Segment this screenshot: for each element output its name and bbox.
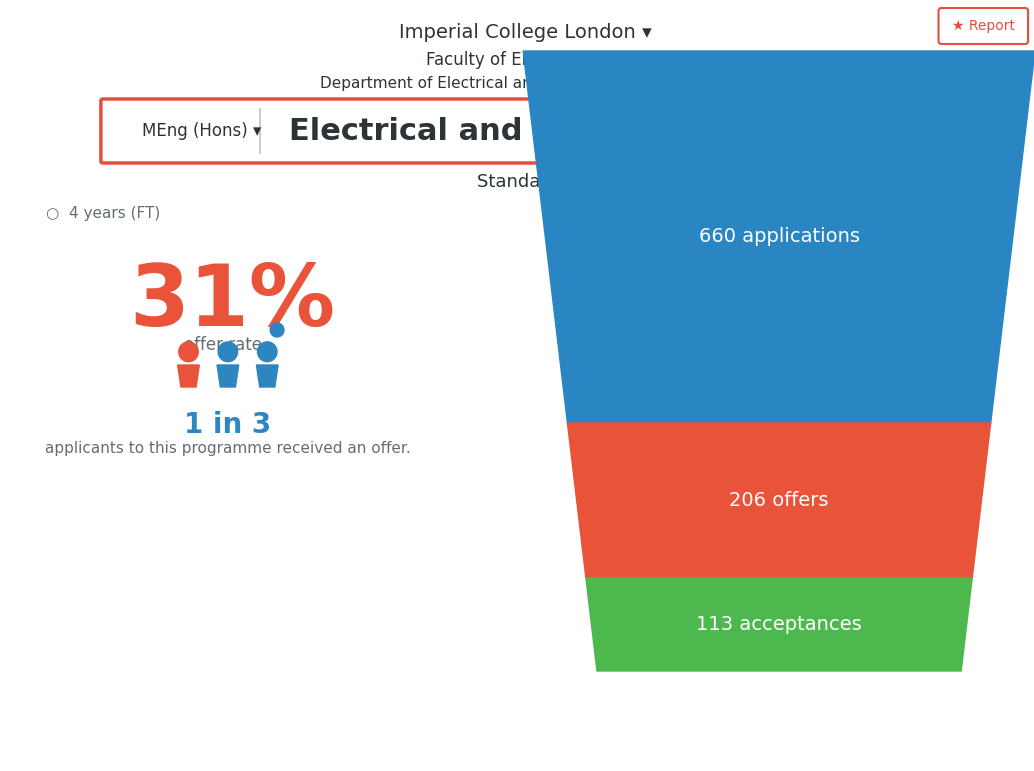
Text: ★ Report: ★ Report bbox=[952, 19, 1014, 33]
Text: ○  4 years (FT): ○ 4 years (FT) bbox=[45, 206, 160, 221]
Text: Electrical and Electronic Engineering: Electrical and Electronic Engineering bbox=[290, 116, 920, 146]
Text: applicants to this programme received an offer.: applicants to this programme received an… bbox=[45, 441, 410, 456]
Polygon shape bbox=[217, 365, 239, 387]
Text: 660 applications: 660 applications bbox=[699, 227, 859, 247]
Circle shape bbox=[270, 323, 284, 337]
FancyBboxPatch shape bbox=[101, 99, 951, 163]
Text: i: i bbox=[275, 325, 279, 335]
Circle shape bbox=[257, 342, 277, 362]
Text: 206 offers: 206 offers bbox=[729, 491, 829, 510]
Circle shape bbox=[218, 342, 238, 362]
Circle shape bbox=[179, 342, 199, 362]
FancyBboxPatch shape bbox=[939, 8, 1028, 44]
Text: 31%: 31% bbox=[129, 261, 336, 344]
Text: MEng (Hons) ▾: MEng (Hons) ▾ bbox=[142, 122, 261, 140]
Text: 113 acceptances: 113 acceptances bbox=[696, 615, 862, 634]
Text: offer rate: offer rate bbox=[184, 336, 262, 354]
Text: Department of Electrical and Electronic Engineering ▾: Department of Electrical and Electronic … bbox=[320, 76, 731, 91]
Text: Faculty of Engineering ▾: Faculty of Engineering ▾ bbox=[426, 51, 625, 69]
Text: Standard ▾: Standard ▾ bbox=[477, 173, 574, 191]
Polygon shape bbox=[256, 365, 278, 387]
Polygon shape bbox=[586, 578, 972, 671]
Text: Imperial College London ▾: Imperial College London ▾ bbox=[399, 23, 651, 42]
Polygon shape bbox=[568, 423, 991, 578]
Text: 1 in 3: 1 in 3 bbox=[184, 411, 272, 439]
Polygon shape bbox=[178, 365, 200, 387]
Polygon shape bbox=[523, 51, 1034, 423]
